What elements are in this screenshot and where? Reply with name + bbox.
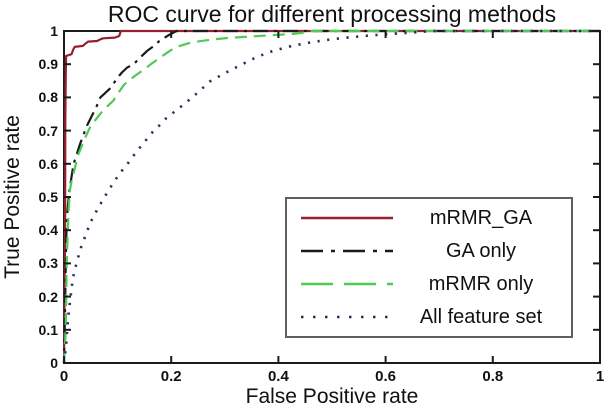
y-tick-label-0.3: 0.3 <box>38 255 58 272</box>
legend-label: GA only <box>445 239 517 262</box>
legend-item-mrmr-only: mRMR only <box>287 268 571 300</box>
legend: mRMR_GA GA only mRMR only All feature se… <box>285 197 573 338</box>
x-tick-label-0.8: 0.8 <box>482 368 504 385</box>
legend-item-ga-only: GA only <box>287 235 571 267</box>
y-tick-label-0.7: 0.7 <box>38 122 58 139</box>
legend-label: mRMR_GA <box>429 206 533 229</box>
legend-label: mRMR only <box>428 272 534 295</box>
y-tick-label-0.9: 0.9 <box>38 56 58 73</box>
x-tick-label-0.2: 0.2 <box>160 368 182 385</box>
legend-line-sample-dashdot <box>301 249 393 253</box>
legend-line-sample-dashed <box>301 282 393 286</box>
y-tick-label-1: 1 <box>50 23 58 39</box>
y-tick-label-0.1: 0.1 <box>38 321 58 338</box>
x-tick-label-0.6: 0.6 <box>375 368 397 385</box>
legend-item-all-feature-set: All feature set <box>287 301 571 333</box>
legend-label: All feature set <box>419 305 543 328</box>
y-tick-label-0: 0 <box>50 355 58 371</box>
legend-line-sample-dotted <box>301 315 393 319</box>
series-line-ga-only <box>62 29 600 364</box>
chart-title: ROC curve for different processing metho… <box>107 1 557 27</box>
y-tick-label-0.5: 0.5 <box>38 189 58 205</box>
y-tick-label-0.8: 0.8 <box>38 89 58 106</box>
y-tick-label-0.2: 0.2 <box>38 288 58 305</box>
x-axis-label: False Positive rate <box>245 385 419 408</box>
y-tick-label-0.6: 0.6 <box>38 155 58 172</box>
legend-line-sample-solid <box>301 216 393 220</box>
x-tick-label-1: 1 <box>595 368 605 385</box>
legend-item-mrmr-ga: mRMR_GA <box>287 202 571 234</box>
series-line-mrmr-ga <box>62 29 600 364</box>
x-tick-label-0.4: 0.4 <box>267 368 289 385</box>
x-tick-label-0: 0 <box>59 368 69 385</box>
y-tick-label-0.4: 0.4 <box>38 222 58 239</box>
series-line-mrmr-only <box>62 29 600 364</box>
